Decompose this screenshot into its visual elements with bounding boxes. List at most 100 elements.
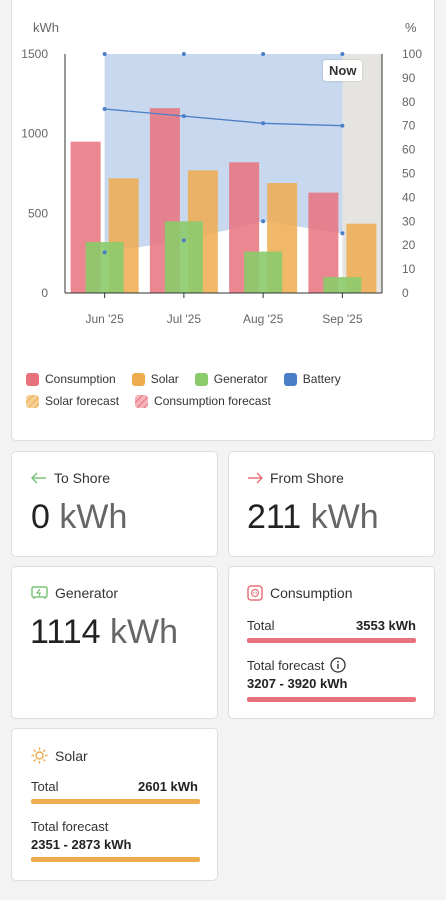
bar-consumption [308, 192, 339, 293]
plug-icon [247, 585, 263, 601]
y2-tick-label: 50 [402, 167, 416, 181]
y2-tick-label: 0 [402, 286, 409, 300]
consumption-forecast-swatch [135, 394, 149, 408]
y2-tick-label: 80 [402, 95, 416, 109]
to-shore-unit: kWh [59, 498, 128, 536]
consumption-total-bar [247, 638, 416, 643]
to-shore-value: 0 kWh [31, 498, 127, 537]
y2-tick-label: 60 [402, 143, 416, 157]
chart-legend: Consumption Solar Generator Battery Sola… [26, 368, 426, 412]
consumption-total-value: 3553 kWh [356, 618, 416, 633]
now-label: Now [329, 63, 357, 78]
bar-generator [323, 277, 362, 293]
consumption-forecast-value: 3207 - 3920 kWh [247, 676, 348, 691]
legend-item-generator[interactable]: Generator [194, 372, 268, 386]
from-shore-label: From Shore [270, 470, 344, 486]
legend-item-consumption-forecast[interactable]: Consumption forecast [135, 394, 271, 408]
y-tick-label: 500 [28, 206, 48, 220]
solar-swatch [131, 372, 145, 386]
solar-title: Solar [31, 747, 88, 764]
to-shore-number: 0 [31, 498, 50, 536]
consumption-total-label: Total [247, 618, 275, 633]
battery-point [181, 52, 186, 56]
consumption-forecast-bar [247, 697, 416, 702]
x-tick-label: Jul '25 [167, 312, 202, 326]
consumption-swatch [26, 372, 39, 386]
y2-tick-label: 10 [402, 262, 416, 276]
info-icon[interactable] [330, 657, 346, 673]
x-tick-label: Jun '25 [85, 312, 124, 326]
legend-item-solar-forecast[interactable]: Solar forecast [26, 394, 119, 408]
battery-point [102, 52, 107, 56]
to-shore-card[interactable] [11, 451, 218, 557]
to-shore-title: To Shore [31, 470, 110, 486]
generator-swatch [194, 372, 208, 386]
y2-tick-label: 40 [402, 190, 416, 204]
generator-number: 1114 [30, 613, 101, 651]
generator-icon [31, 586, 48, 599]
consumption-forecast-text: Total forecast [247, 657, 325, 673]
arrow-right-icon [248, 472, 263, 484]
legend-label: Consumption forecast [154, 394, 271, 408]
generator-value: 1114 kWh [30, 613, 178, 652]
x-tick-label: Aug '25 [243, 312, 284, 326]
solar-total-label: Total [31, 779, 59, 794]
legend-label: Solar [150, 372, 179, 386]
consumption-forecast-label: Total forecast [247, 657, 346, 673]
battery-point [102, 106, 107, 111]
solar-forecast-value: 2351 - 2873 kWh [31, 837, 132, 852]
solar-forecast-label: Total forecast [31, 819, 109, 834]
legend-item-consumption[interactable]: Consumption [26, 372, 116, 386]
solar-total-bar [31, 799, 200, 804]
legend-item-battery[interactable]: Battery [283, 372, 341, 386]
y2-tick-label: 20 [402, 238, 416, 252]
battery-range-band [104, 54, 343, 253]
battery-avg-line [104, 108, 343, 127]
y2-tick-label: 30 [402, 214, 416, 228]
arrow-left-icon [31, 472, 46, 484]
from-shore-card[interactable] [228, 451, 435, 557]
legend-label: Battery [302, 372, 341, 386]
generator-card[interactable] [11, 566, 218, 719]
y-tick-label: 1500 [21, 47, 48, 61]
battery-point [340, 123, 345, 128]
bar-generator [244, 251, 283, 293]
legend-label: Generator [213, 372, 268, 386]
from-shore-unit: kWh [310, 498, 379, 536]
y2-tick-label: 70 [402, 119, 416, 133]
x-tick-label: Sep '25 [322, 312, 363, 326]
battery-point [181, 238, 186, 243]
from-shore-number: 211 [247, 498, 302, 536]
battery-point [261, 121, 266, 126]
sun-icon [31, 747, 48, 764]
generator-title: Generator [31, 585, 118, 601]
y2-tick-label: 90 [402, 71, 416, 85]
bar-generator [85, 242, 124, 293]
solar-card[interactable] [11, 728, 218, 881]
to-shore-label: To Shore [54, 470, 111, 486]
from-shore-value: 211 kWh [247, 498, 379, 537]
left-axis-unit: kWh [33, 20, 59, 35]
battery-point [181, 114, 186, 119]
solar-forecast-swatch [26, 394, 39, 408]
consumption-label: Consumption [270, 585, 353, 601]
solar-label: Solar [55, 747, 88, 764]
generator-unit: kWh [110, 613, 179, 651]
consumption-title: Consumption [247, 585, 353, 601]
legend-item-solar[interactable]: Solar [131, 372, 179, 386]
generator-label: Generator [55, 585, 119, 601]
from-shore-title: From Shore [247, 470, 344, 486]
solar-total-value: 2601 kWh [138, 779, 198, 794]
right-axis-unit: % [405, 20, 417, 35]
battery-point [340, 231, 345, 236]
battery-point [340, 52, 345, 56]
battery-point [261, 52, 266, 56]
y-tick-label: 1000 [21, 127, 48, 141]
y2-tick-label: 100 [402, 47, 422, 61]
battery-point [102, 250, 107, 255]
battery-swatch [283, 372, 297, 386]
solar-forecast-bar [31, 857, 200, 862]
battery-point [261, 219, 266, 224]
legend-label: Consumption [45, 372, 116, 386]
